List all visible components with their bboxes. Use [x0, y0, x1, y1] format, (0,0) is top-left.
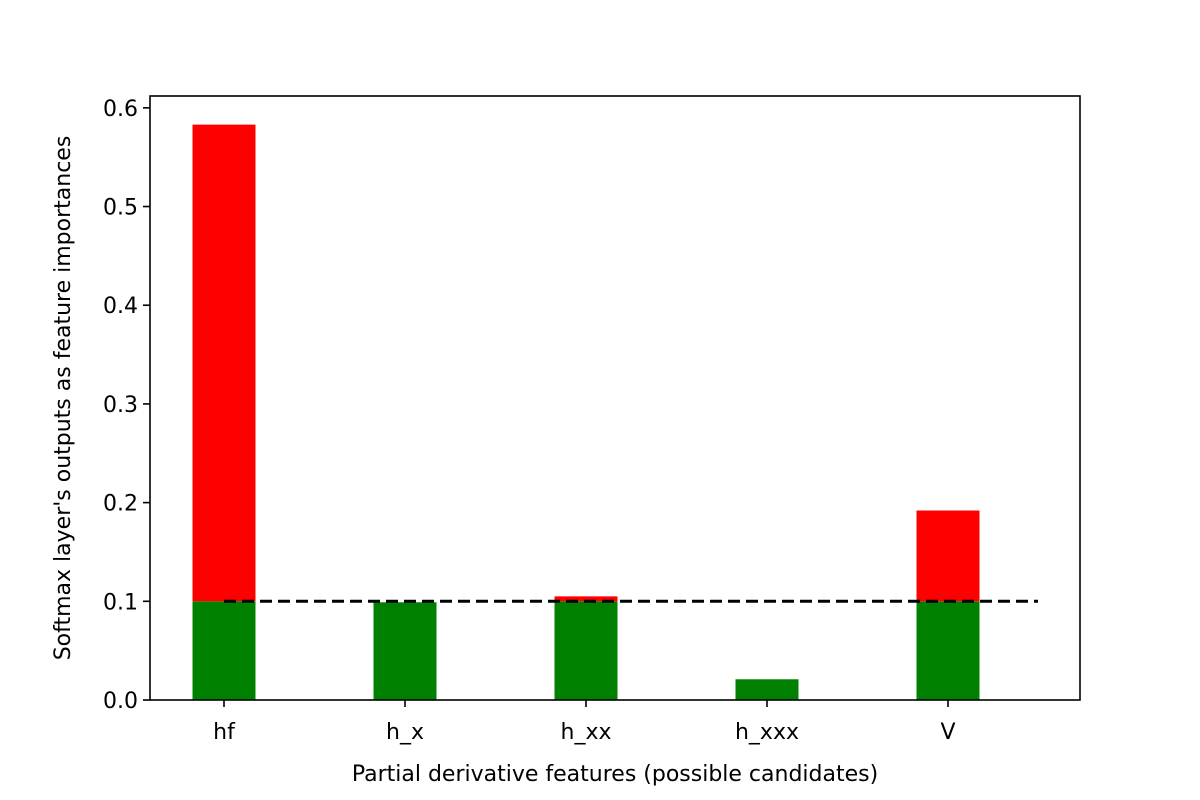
bar-hf-below-threshold [192, 601, 256, 700]
y-tick-label: 0.2 [103, 492, 138, 517]
x-tick-label: V [940, 720, 955, 745]
x-tick-label: h_xxx [735, 720, 799, 745]
bar-h_xx-below-threshold [554, 601, 618, 700]
x-tick-label: h_x [386, 720, 424, 745]
y-tick-label: 0.4 [103, 294, 138, 319]
y-tick-label: 0.1 [103, 590, 138, 615]
x-tick-label: h_xx [561, 720, 612, 745]
x-tick-label: hf [213, 720, 236, 745]
x-axis-ticks: hf h_x h_xx h_xxx V [213, 700, 956, 745]
bars-group [192, 124, 980, 700]
y-axis-label: Softmax layer's outputs as feature impor… [51, 136, 76, 661]
bar-h_x-below-threshold [373, 602, 437, 700]
y-tick-label: 0.0 [103, 689, 138, 714]
y-tick-label: 0.5 [103, 196, 138, 221]
bar-h_xxx-below-threshold [735, 679, 799, 700]
plot-frame [149, 95, 1081, 701]
y-tick-label: 0.3 [103, 393, 138, 418]
bar-h_xx-above-threshold [554, 596, 618, 602]
y-tick-label: 0.6 [103, 97, 138, 122]
y-axis-ticks: 0.0 0.1 0.2 0.3 0.4 0.5 0.6 [103, 97, 150, 714]
x-axis-label: Partial derivative features (possible ca… [352, 762, 878, 787]
bar-hf-above-threshold [192, 124, 256, 602]
bar-V-below-threshold [916, 601, 980, 700]
bar-V-above-threshold [916, 510, 980, 602]
